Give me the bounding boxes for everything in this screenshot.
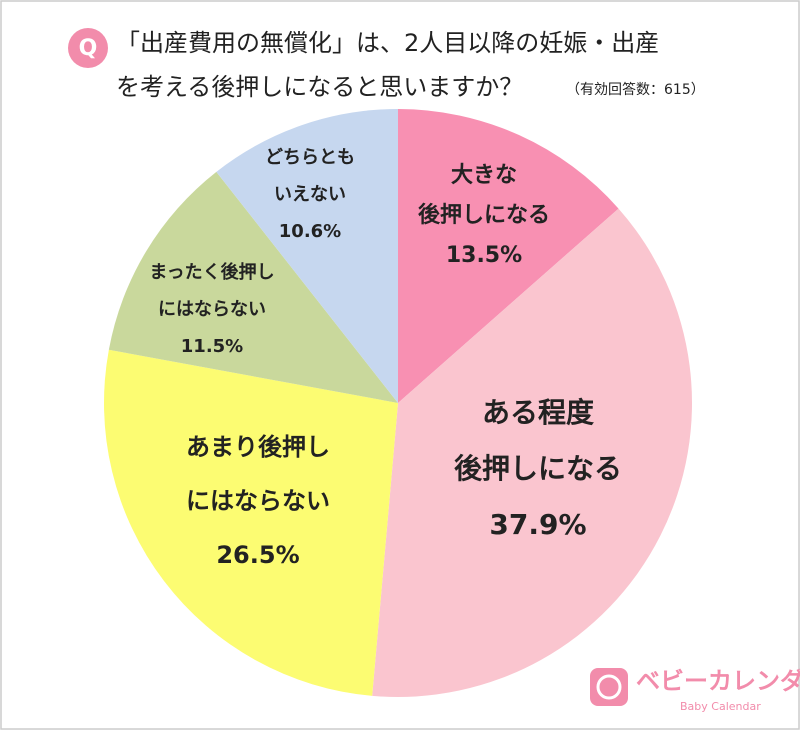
logo-text: ベビーカレンダー <box>636 667 800 695</box>
slice-label-line: にはならない <box>158 299 266 320</box>
slice-label-line: いえない <box>274 184 346 205</box>
logo: ベビーカレンダー Baby Calendar <box>590 667 800 713</box>
slice-label: ある程度後押しになる <box>454 396 622 485</box>
slice-label-line: まったく後押し <box>149 261 274 283</box>
q-badge-text: Q <box>79 36 98 61</box>
slice-label-line: にはならない <box>186 487 330 515</box>
slice-label: あまり後押しにはならない <box>186 433 330 515</box>
value-label: 37.9% <box>489 508 586 541</box>
title-line: を考える後押しになると思いますか？ <box>116 73 523 101</box>
value-label: 11.5% <box>181 336 243 357</box>
pie-slice <box>372 208 692 697</box>
pie-slice <box>104 349 398 696</box>
pie-slice <box>398 109 619 403</box>
logo-sub: Baby Calendar <box>680 700 761 713</box>
slice-label-line: 後押しになる <box>418 202 550 228</box>
slice-label-line: 後押しになる <box>454 452 622 485</box>
logo-icon-ring <box>596 674 622 700</box>
slice-label: まったく後押しにはならない <box>149 261 274 320</box>
slice-label: どちらともいえない <box>265 147 355 205</box>
slice-label-line: どちらとも <box>265 147 355 168</box>
value-label: 10.6% <box>279 221 341 242</box>
subtitle: （有効回答数：615） <box>566 81 705 98</box>
value-label: 13.5% <box>446 243 522 268</box>
logo-icon <box>590 668 628 706</box>
value-label: 26.5% <box>216 541 299 569</box>
pie-slice <box>216 109 398 403</box>
slice-label-line: あまり後押し <box>186 433 330 461</box>
slice-label: 大きな後押しになる <box>418 163 550 228</box>
title-line: 「出産費用の無償化」は、2人目以降の妊娠・出産 <box>116 29 659 57</box>
slice-label-line: ある程度 <box>482 396 594 429</box>
slice-label-line: 大きな <box>451 163 517 188</box>
pie-slice <box>108 171 398 403</box>
q-badge <box>68 28 108 68</box>
